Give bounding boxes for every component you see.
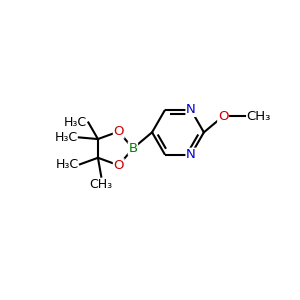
Text: B: B	[128, 142, 137, 155]
Text: O: O	[113, 125, 124, 138]
Text: N: N	[186, 148, 196, 161]
Text: N: N	[186, 103, 196, 116]
Text: CH₃: CH₃	[247, 110, 271, 123]
Text: H₃C: H₃C	[56, 158, 79, 171]
Text: O: O	[218, 110, 228, 123]
Text: CH₃: CH₃	[90, 178, 113, 191]
Text: O: O	[113, 159, 124, 172]
Text: H₃C: H₃C	[64, 116, 87, 129]
Text: H₃C: H₃C	[54, 131, 77, 144]
